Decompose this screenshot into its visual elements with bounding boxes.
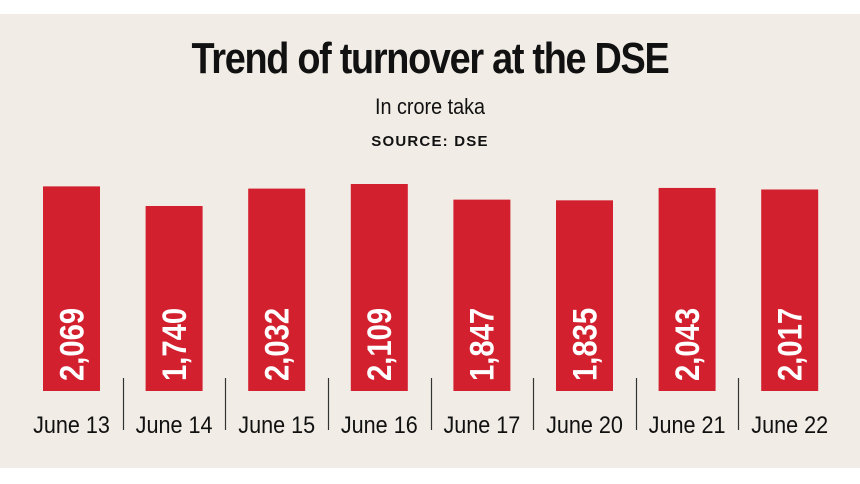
bar (350, 184, 408, 391)
bar (453, 199, 511, 391)
bar-value-label: 2,032 (257, 308, 296, 381)
bar-value-label: 2,069 (52, 308, 91, 381)
bar (556, 200, 613, 391)
bar (658, 187, 716, 391)
bar-value-label: 1,740 (155, 308, 194, 381)
chart-panel (0, 14, 860, 468)
x-axis-label: June 21 (649, 411, 726, 438)
bar-value-label: 1,835 (565, 308, 604, 381)
bar-value-label: 2,109 (360, 308, 399, 381)
chart-source: SOURCE: DSE (371, 133, 489, 150)
x-axis-label: June 16 (341, 411, 418, 438)
bar (145, 206, 203, 391)
bar-value-label: 1,847 (463, 308, 502, 381)
bar (248, 188, 306, 391)
bar (761, 189, 819, 391)
x-axis-label: June 20 (546, 411, 623, 438)
chart-title: Trend of turnover at the DSE (191, 34, 670, 83)
x-axis-label: June 22 (751, 411, 828, 438)
x-axis-label: June 17 (443, 411, 520, 438)
x-axis-label: June 13 (33, 411, 110, 438)
x-axis-label: June 15 (238, 411, 315, 438)
bar (43, 186, 100, 391)
bar-value-label: 2,017 (770, 308, 809, 381)
bar-value-label: 2,043 (668, 308, 707, 381)
chart-subtitle: In crore taka (374, 94, 486, 119)
x-axis-label: June 14 (136, 411, 213, 438)
